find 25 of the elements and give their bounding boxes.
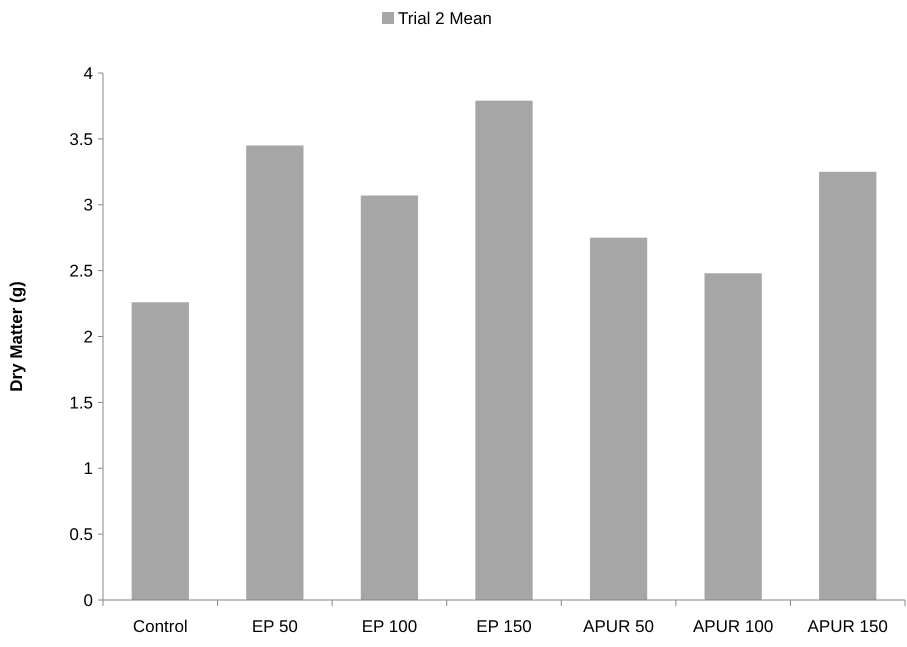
x-tick-label: EP 100 — [362, 617, 418, 636]
y-tick-label: 1 — [84, 459, 93, 478]
x-tick-label: APUR 150 — [808, 617, 888, 636]
y-tick-label: 2.5 — [69, 262, 93, 281]
bar — [132, 302, 189, 600]
bar — [246, 145, 304, 600]
legend-label: Trial 2 Mean — [398, 8, 492, 28]
y-tick-label: 2 — [84, 327, 93, 346]
y-axis-title: Dry Matter (g) — [7, 281, 26, 392]
bar — [704, 273, 762, 600]
x-tick-label: EP 50 — [252, 617, 298, 636]
bar — [475, 100, 533, 600]
x-tick-label: APUR 50 — [583, 617, 654, 636]
bar — [360, 196, 418, 600]
x-tick-label: APUR 100 — [692, 617, 774, 636]
x-tick-label: Control — [132, 617, 188, 636]
y-tick-label: 3.5 — [69, 130, 93, 149]
y-tick-label: 0.5 — [69, 525, 93, 544]
y-tick-label: 0 — [84, 590, 93, 610]
x-tick-label: EP 150 — [476, 617, 532, 636]
bar — [819, 172, 876, 600]
y-tick-label: 4 — [84, 64, 93, 83]
y-tick-label: 3 — [84, 196, 93, 215]
bar — [590, 238, 648, 600]
y-tick-label: 1.5 — [69, 393, 93, 412]
